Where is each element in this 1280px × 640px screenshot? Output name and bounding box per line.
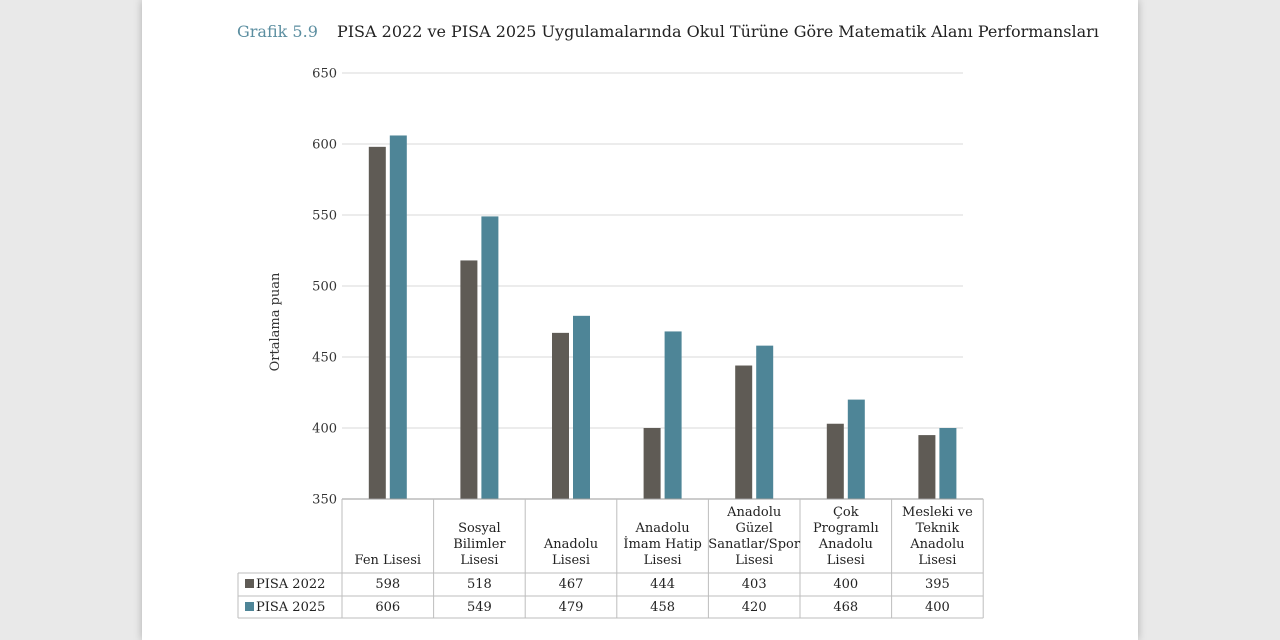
legend-label: PISA 2025 [256, 600, 325, 615]
data-table-value: 518 [467, 577, 492, 592]
data-table-value: 403 [742, 577, 767, 592]
legend-label: PISA 2022 [256, 577, 325, 592]
bar-pisa-2025 [756, 345, 774, 499]
category-label: Lisesi [827, 553, 865, 568]
data-table-value: 468 [833, 600, 858, 615]
bar-pisa-2025 [847, 399, 865, 499]
y-tick-label: 600 [312, 138, 337, 153]
bar-pisa-2022 [643, 428, 661, 499]
bar-pisa-2025 [389, 135, 407, 500]
legend-key-pisa-2022 [245, 579, 254, 588]
category-label: Sosyal [458, 521, 501, 536]
y-axis-label: Ortalama puan [268, 272, 283, 371]
bar-pisa-2022 [735, 365, 753, 499]
data-table-value: 549 [467, 600, 492, 615]
y-tick-label: 500 [312, 280, 337, 295]
y-tick-label: 550 [312, 209, 337, 224]
category-label: Anadolu [909, 537, 964, 552]
bar-pisa-2022 [460, 260, 478, 499]
data-table-value: 606 [375, 600, 400, 615]
category-label: Lisesi [644, 553, 682, 568]
bar-pisa-2022 [826, 423, 844, 499]
bar-pisa-2022 [368, 146, 386, 499]
data-table-value: 400 [833, 577, 858, 592]
category-label: Fen Lisesi [355, 553, 422, 568]
data-table-value: 458 [650, 600, 675, 615]
category-label: Teknik [916, 521, 960, 536]
category-label: Anadolu [543, 537, 598, 552]
y-tick-label: 450 [312, 351, 337, 366]
category-label: Anadolu [634, 521, 689, 536]
category-label: Lisesi [460, 553, 498, 568]
data-table-value: 444 [650, 577, 675, 592]
bar-pisa-2025 [664, 331, 682, 499]
bar-pisa-2022 [918, 435, 936, 499]
category-label: Lisesi [735, 553, 773, 568]
data-table-value: 395 [925, 577, 950, 592]
figure-number: Grafik 5.9 [237, 22, 318, 41]
category-label: Lisesi [552, 553, 590, 568]
document-page [142, 0, 1138, 640]
bar-pisa-2025 [573, 315, 590, 499]
data-table-value: 598 [375, 577, 400, 592]
category-label: Çok [833, 505, 859, 520]
y-tick-label: 350 [312, 493, 337, 508]
category-label: Anadolu [818, 537, 873, 552]
bar-pisa-2025 [481, 216, 499, 500]
category-label: Programlı [813, 521, 879, 536]
category-label: İmam Hatip [623, 535, 701, 552]
data-table-value: 400 [925, 600, 950, 615]
y-tick-label: 650 [312, 67, 337, 82]
bar-pisa-2022 [552, 332, 569, 499]
legend-key-pisa-2025 [245, 602, 254, 611]
category-label: Lisesi [918, 553, 956, 568]
figure-caption: Grafik 5.9 PISA 2022 ve PISA 2025 Uygula… [237, 22, 1099, 41]
figure-title: PISA 2022 ve PISA 2025 Uygulamalarında O… [336, 22, 1099, 41]
y-tick-label: 400 [312, 422, 337, 437]
data-table-value: 420 [742, 600, 767, 615]
bar-pisa-2025 [939, 428, 957, 499]
category-label: Güzel [735, 521, 772, 536]
category-label: Bilimler [453, 537, 506, 552]
category-label: Mesleki ve [902, 505, 973, 520]
category-label: Anadolu [726, 505, 781, 520]
data-table-value: 479 [559, 600, 584, 615]
data-table-value: 467 [559, 577, 584, 592]
category-label: Sanatlar/Spor [708, 537, 801, 552]
